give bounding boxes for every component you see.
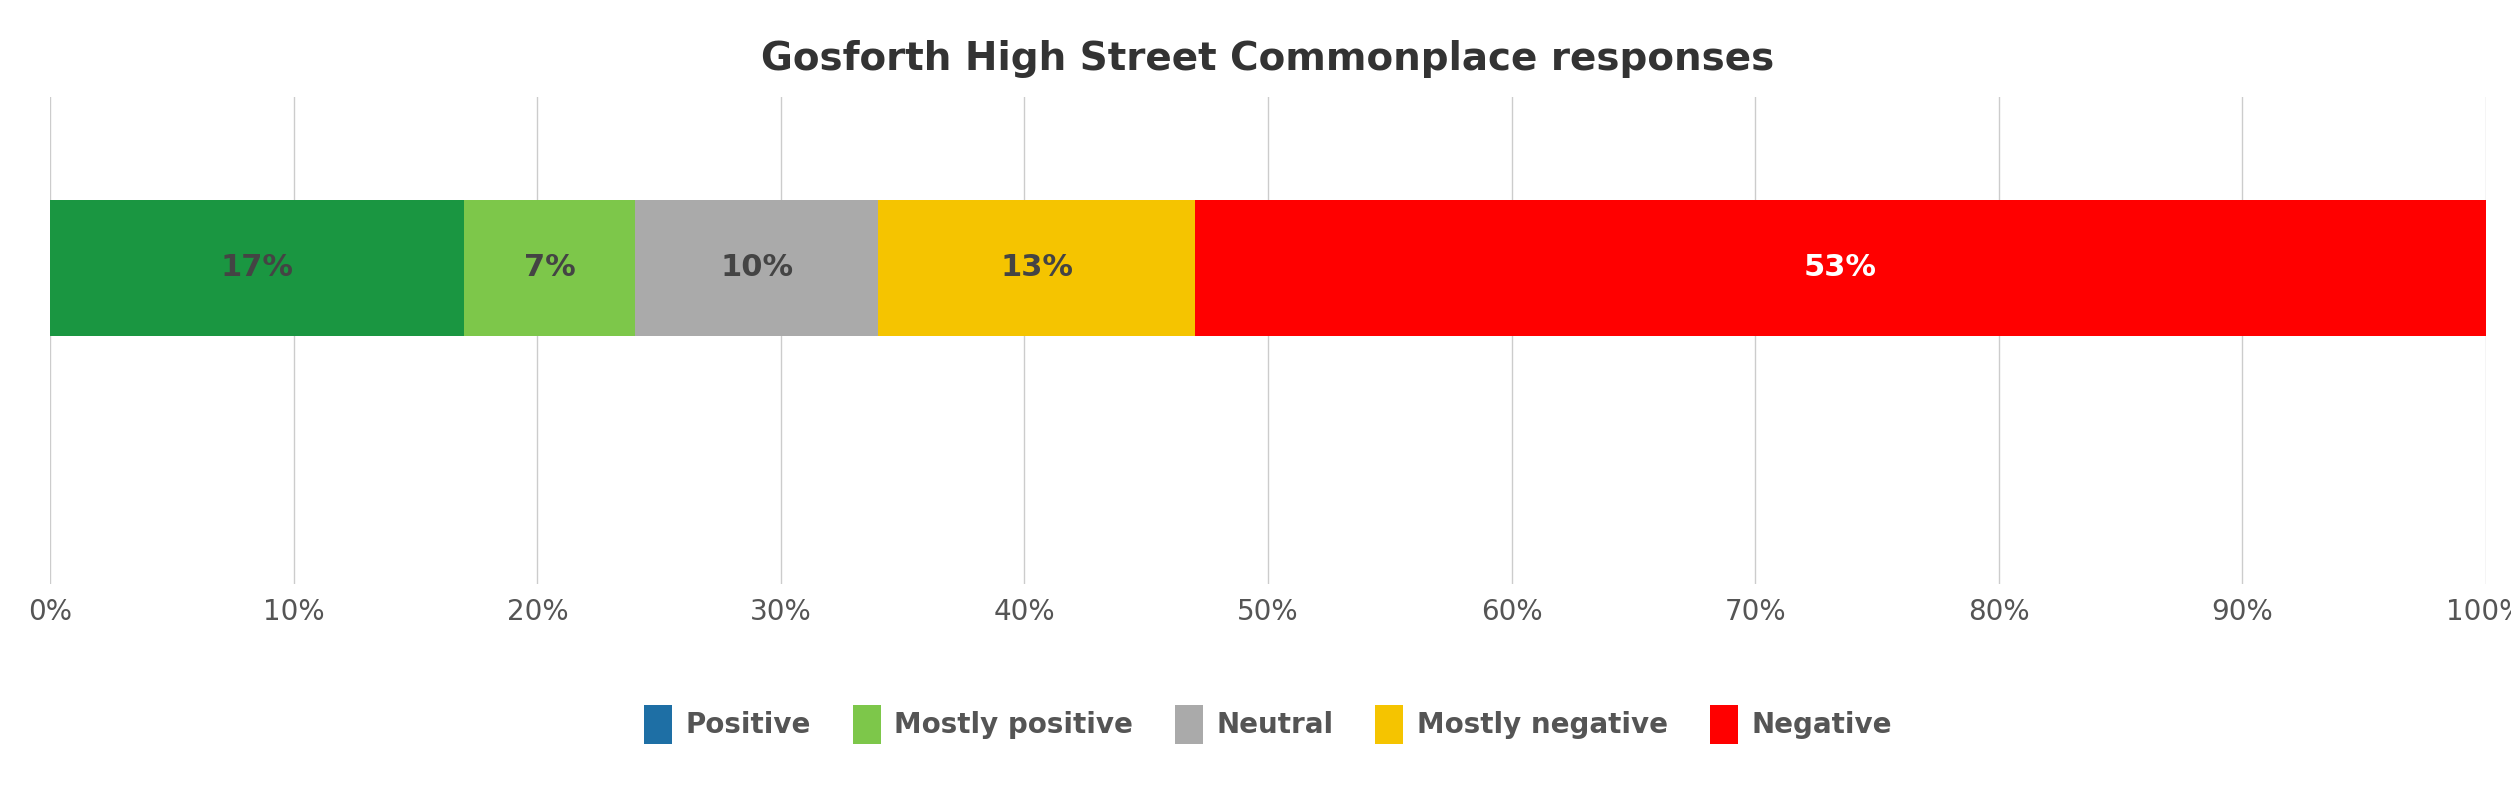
Text: 10%: 10% — [721, 253, 793, 282]
Text: 53%: 53% — [1803, 253, 1876, 282]
Title: Gosforth High Street Commonplace responses: Gosforth High Street Commonplace respons… — [761, 40, 1775, 78]
Legend: Positive, Mostly positive, Neutral, Mostly negative, Negative: Positive, Mostly positive, Neutral, Most… — [633, 693, 1903, 755]
Bar — [879, 200, 1195, 336]
Bar — [465, 200, 635, 336]
Text: 7%: 7% — [525, 253, 575, 282]
Bar — [635, 200, 879, 336]
Text: 17%: 17% — [221, 253, 294, 282]
Text: 13%: 13% — [999, 253, 1072, 282]
Bar — [50, 200, 465, 336]
Bar — [1195, 200, 2486, 336]
